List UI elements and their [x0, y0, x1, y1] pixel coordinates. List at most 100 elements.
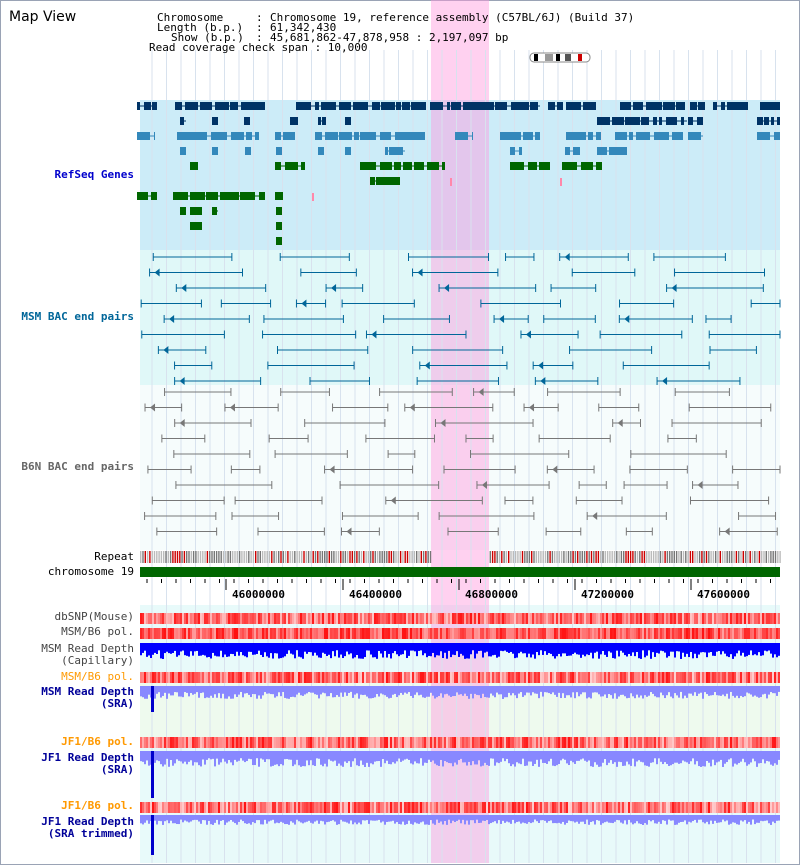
polymorphism-cell [548, 672, 550, 683]
polymorphism-cell [718, 613, 720, 624]
track-label-jf1-pol[interactable]: JF1/B6 pol. [61, 735, 134, 748]
polymorphism-cell [704, 628, 706, 639]
track-label-msm-b6-pol[interactable]: MSM/B6 pol. [61, 625, 134, 638]
track-label-refseq[interactable]: RefSeq Genes [54, 168, 134, 181]
track-label-dbsnp[interactable]: dbSNP(Mouse) [54, 610, 134, 623]
polymorphism-cell [584, 613, 586, 624]
polymorphism-cell [596, 613, 598, 624]
polymorphism-cell [220, 737, 222, 748]
polymorphism-cell [172, 613, 174, 624]
polymorphism-cell [476, 613, 478, 624]
read-depth-bar [342, 751, 344, 767]
polymorphism-cell [396, 672, 398, 683]
polymorphism-cell [356, 613, 358, 624]
track-label-jf1-depth-sra[interactable]: JF1 Read Depth [41, 751, 134, 764]
read-depth-bar [702, 751, 704, 767]
polymorphism-cell [544, 737, 546, 748]
track-label-msm-b6-pol-2[interactable]: MSM/B6 pol. [61, 670, 134, 683]
polymorphism-cell [630, 613, 632, 624]
read-depth-bar [354, 751, 356, 759]
read-depth-bar [244, 643, 246, 657]
read-depth-bar [216, 815, 218, 820]
read-depth-bar [148, 815, 150, 824]
read-depth-bar [162, 751, 164, 767]
read-depth-bar [714, 751, 716, 766]
polymorphism-cell [762, 737, 764, 748]
read-depth-bar [464, 686, 466, 694]
read-depth-bar [576, 815, 578, 822]
read-depth-bar [488, 686, 490, 698]
repeat-mark [751, 551, 754, 563]
polymorphism-cell [430, 628, 432, 639]
read-depth-bar [584, 751, 586, 761]
polymorphism-cell [302, 628, 304, 639]
read-depth-bar [572, 686, 574, 693]
read-depth-bar [610, 751, 612, 761]
polymorphism-cell [708, 613, 710, 624]
polymorphism-cell [202, 672, 204, 683]
polymorphism-cell [722, 802, 724, 813]
polymorphism-cell [402, 737, 404, 748]
track-label-msm-bac[interactable]: MSM BAC end pairs [21, 310, 134, 323]
read-depth-bar [552, 643, 554, 657]
read-depth-bar [320, 751, 322, 765]
polymorphism-cell [570, 672, 572, 683]
track-label-jf1-depth-trimmed[interactable]: JF1 Read Depth [41, 815, 134, 828]
read-depth-bar [312, 686, 314, 693]
polymorphism-cell [762, 802, 764, 813]
read-depth-bar [236, 686, 238, 697]
polymorphism-cell [478, 737, 480, 748]
track-label-msm-depth-sra[interactable]: MSM Read Depth [41, 685, 134, 698]
polymorphism-cell [766, 613, 768, 624]
polymorphism-cell [700, 672, 702, 683]
read-depth-bar [156, 643, 158, 655]
read-depth-bar [516, 815, 518, 822]
read-depth-bar [524, 751, 526, 766]
polymorphism-cell [406, 672, 408, 683]
polymorphism-cell [298, 672, 300, 683]
read-depth-bar [146, 751, 148, 761]
read-depth-bar [778, 643, 780, 656]
gene-exon [596, 162, 602, 170]
polymorphism-cell [718, 737, 720, 748]
polymorphism-cell [276, 613, 278, 624]
polymorphism-cell [486, 672, 488, 683]
read-depth-bar [350, 751, 352, 767]
track-label-b6n-bac[interactable]: B6N BAC end pairs [21, 460, 134, 473]
polymorphism-cell [654, 672, 656, 683]
polymorphism-cell [182, 672, 184, 683]
polymorphism-cell [514, 628, 516, 639]
polymorphism-cell [370, 613, 372, 624]
track-label-jf1-pol-2[interactable]: JF1/B6 pol. [61, 799, 134, 812]
polymorphism-cell [538, 628, 540, 639]
read-depth-bar [504, 751, 506, 762]
polymorphism-cell [554, 672, 556, 683]
track-label-chromosome[interactable]: chromosome 19 [47, 565, 134, 578]
read-depth-bar [660, 643, 662, 651]
polymorphism-cell [568, 737, 570, 748]
polymorphism-cell [504, 802, 506, 813]
polymorphism-cell [324, 672, 326, 683]
polymorphism-cell [348, 802, 350, 813]
polymorphism-cell [248, 628, 250, 639]
read-depth-bar [448, 815, 450, 820]
read-depth-bar [558, 815, 560, 823]
repeat-mark [558, 551, 560, 563]
polymorphism-cell [610, 672, 612, 683]
polymorphism-cell [360, 802, 362, 813]
read-depth-bar [454, 815, 456, 823]
read-depth-bar [426, 815, 428, 825]
track-label-msm-depth-capillary[interactable]: MSM Read Depth [41, 642, 134, 655]
read-depth-bar [390, 815, 392, 822]
read-depth-bar [712, 815, 714, 824]
polymorphism-cell [190, 672, 192, 683]
read-depth-bar [456, 643, 458, 652]
polymorphism-cell [694, 628, 696, 639]
polymorphism-cell [482, 672, 484, 683]
polymorphism-cell [576, 737, 578, 748]
read-depth-bar [706, 686, 708, 695]
gene-exon [414, 162, 424, 170]
track-label-repeat[interactable]: Repeat [94, 550, 134, 563]
polymorphism-cell [434, 672, 436, 683]
